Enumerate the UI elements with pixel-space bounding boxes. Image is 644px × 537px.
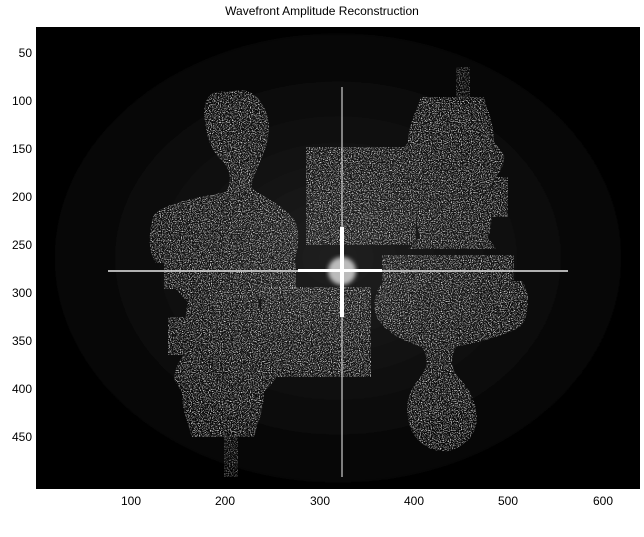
y-tick-label: 150: [11, 142, 32, 156]
reconstruction-image: [36, 27, 640, 489]
plot-area: [36, 27, 640, 489]
x-tick-label: 400: [403, 494, 425, 508]
x-tick-label: 200: [214, 494, 236, 508]
center-cross-artifact: [108, 87, 568, 477]
x-tick-label: 100: [120, 494, 142, 508]
chess-piece-inverted: [168, 287, 371, 477]
chess-piece-upright: [306, 67, 508, 249]
y-tick-label: 300: [11, 286, 32, 300]
figure-title: Wavefront Amplitude Reconstruction: [225, 4, 419, 18]
x-tick-label: 300: [309, 494, 331, 508]
bust-statue-upright: [149, 90, 299, 289]
y-tick-label: 450: [11, 430, 32, 444]
y-tick-label: 200: [11, 190, 32, 204]
y-tick-label: 400: [11, 382, 32, 396]
y-tick-label: 350: [11, 334, 32, 348]
x-tick-label: 500: [497, 494, 519, 508]
y-tick-label: 250: [11, 238, 32, 252]
bust-statue-inverted: [374, 255, 528, 452]
y-tick-label: 50: [18, 46, 32, 60]
y-tick-label: 100: [11, 94, 32, 108]
x-tick-label: 600: [592, 494, 614, 508]
